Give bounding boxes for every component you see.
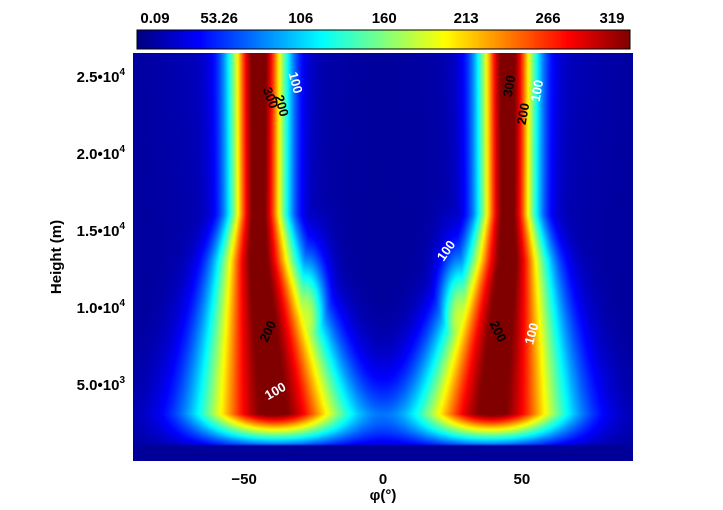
colorbar-tick-label: 53.26 [200, 10, 238, 27]
colorbar-tick-label: 266 [536, 10, 561, 27]
y-tick-label: 1.5•104 [77, 221, 126, 240]
x-tick-label: −50 [231, 471, 256, 488]
colorbar-frame [136, 29, 631, 50]
contour-label: 200 [272, 93, 292, 118]
contour-label: 300 [260, 85, 282, 111]
y-tick-label: 1.0•104 [77, 298, 126, 317]
y-axis: 5.0•103 1.0•104 1.5•104 2.0•104 2.5•104 [77, 67, 126, 394]
contour-label: 100 [528, 79, 547, 103]
y-axis-title: Height (m) [48, 220, 65, 294]
y-tick-label: 2.0•104 [77, 144, 126, 163]
x-tick-label: 0 [379, 471, 387, 488]
y-tick-label: 5.0•103 [77, 375, 126, 394]
contour-label: 100 [286, 70, 306, 95]
colorbar-gradient [137, 30, 630, 49]
colorbar-tick-label: 319 [599, 10, 624, 27]
colorbar-tick-label: 213 [454, 10, 479, 27]
contour-label: 100 [521, 321, 541, 346]
x-axis-title: φ(°) [370, 487, 397, 504]
colorbar-ticks: 0.09 53.26 106 160 213 266 319 [140, 10, 624, 27]
colorbar-tick-label: 0.09 [140, 10, 169, 27]
x-axis: −50 0 50 [231, 471, 530, 488]
heatmap [133, 53, 633, 461]
contour-label: 300 [500, 74, 519, 98]
colorbar-tick-label: 160 [372, 10, 397, 27]
colorbar: 0.09 53.26 106 160 213 266 319 [136, 10, 631, 50]
contour-label: 200 [514, 102, 533, 126]
y-tick-label: 2.5•104 [77, 67, 126, 86]
x-tick-label: 50 [514, 471, 531, 488]
colorbar-tick-label: 106 [288, 10, 313, 27]
